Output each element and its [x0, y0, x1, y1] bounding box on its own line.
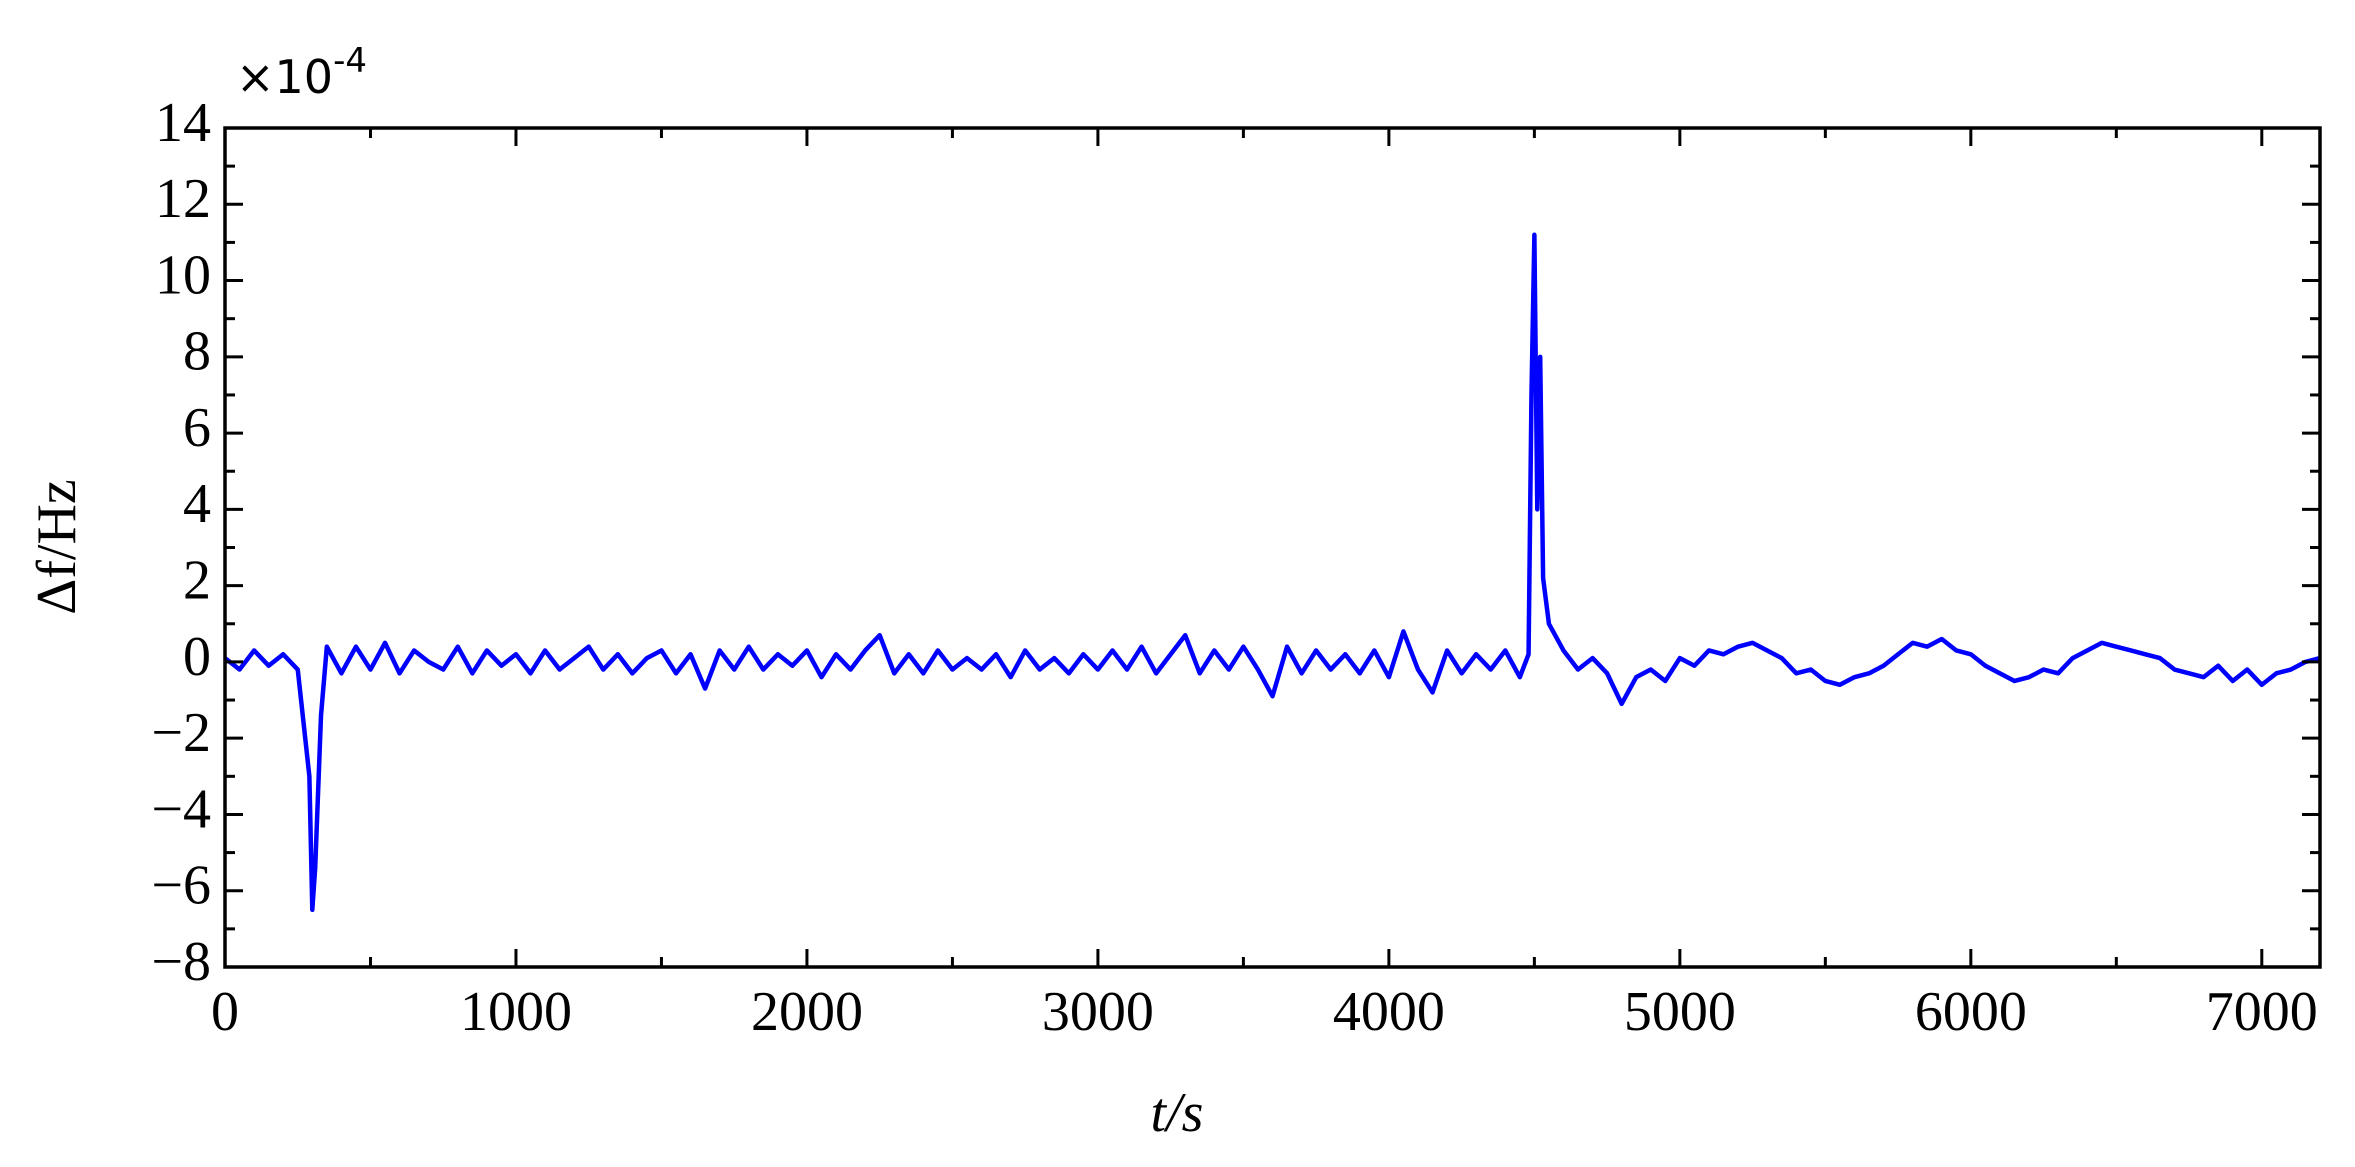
y-tick-label: −8 — [151, 931, 211, 993]
x-tick-label: 7000 — [2206, 981, 2318, 1043]
data-line — [223, 232, 2321, 913]
y-tick-label: −4 — [151, 778, 211, 840]
y-tick-label: 4 — [183, 473, 211, 535]
y-tick-label: 12 — [155, 168, 211, 230]
x-tick-label: 1000 — [460, 981, 572, 1043]
y-tick-label: 6 — [183, 397, 211, 459]
y-multiplier: ×10-4 — [236, 41, 367, 104]
y-tick-label: 10 — [155, 244, 211, 306]
x-tick-label: 6000 — [1915, 981, 2027, 1043]
plot-frame — [223, 126, 2322, 969]
x-tick-label: 2000 — [751, 981, 863, 1043]
y-tick-label: 0 — [183, 626, 211, 688]
x-tick-label: 3000 — [1042, 981, 1154, 1043]
multiplier-exponent: -4 — [333, 41, 367, 81]
x-axis-label: t/s — [1151, 1082, 1204, 1144]
y-tick-label: 14 — [155, 92, 211, 154]
x-tick-label: 4000 — [1333, 981, 1445, 1043]
y-tick-label: −6 — [151, 855, 211, 917]
multiplier-base: ×10 — [236, 50, 333, 104]
x-tick-label: 0 — [211, 981, 239, 1043]
y-tick-label: −2 — [151, 702, 211, 764]
y-axis-label: Δf/Hz — [26, 479, 88, 615]
y-tick-label: 2 — [183, 549, 211, 611]
y-tick-label: 8 — [183, 321, 211, 383]
x-tick-label: 5000 — [1624, 981, 1736, 1043]
